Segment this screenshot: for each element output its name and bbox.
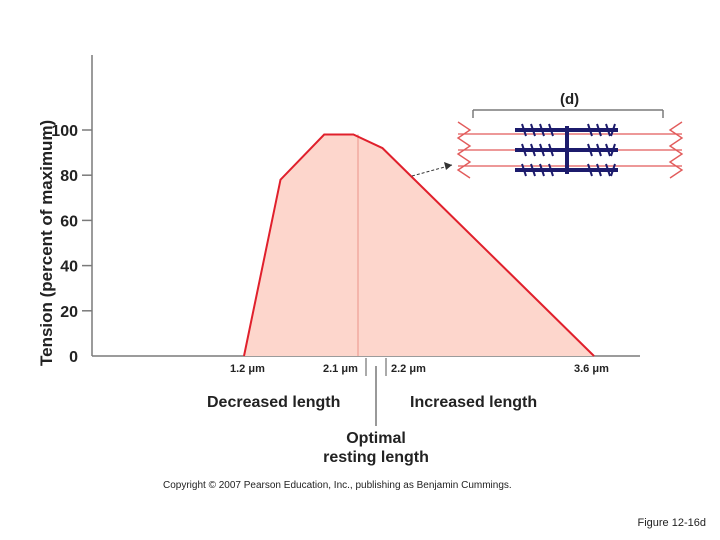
optimal-band [357,134,359,356]
y-axis-label: Tension (percent of maximum) [37,120,56,366]
tension-area [244,134,594,356]
copyright-notice: Copyright © 2007 Pearson Education, Inc.… [163,480,512,491]
y-tick-label-80: 80 [60,168,78,185]
y-ticks: 0 20 40 60 80 100 [51,123,92,366]
x-tick-label-3.6: 3.6 μm [574,363,609,375]
y-tick-label-40: 40 [60,259,78,276]
figure-label: Figure 12-16d [637,517,707,529]
tension-line [243,133,595,357]
z-line-left [456,121,472,179]
z-line-right [668,121,684,179]
y-tick-label-60: 60 [60,213,78,230]
y-tick-label-20: 20 [60,304,78,321]
y-tick-label-100: 100 [51,123,78,140]
myosin-heads [521,123,616,177]
pointer-arrow [411,164,453,177]
panel-label: (d) [560,91,579,108]
pointer-arrowhead [444,162,452,170]
x-tick-labels: 1.2 μm 2.1 μm 2.2 μm 3.6 μm [230,363,609,375]
x-tick-label-1.2: 1.2 μm [230,363,265,375]
sarcomere-diagram [411,121,684,179]
decreased-length-label: Decreased length [207,394,340,411]
optimal-label-line1: Optimal [346,430,406,447]
optimal-label-line2: resting length [323,449,429,466]
x-tick-label-2.1: 2.1 μm [323,363,358,375]
x-tick-label-2.2: 2.2 μm [391,363,426,375]
increased-length-label: Increased length [410,394,537,411]
y-tick-label-0: 0 [69,349,78,366]
